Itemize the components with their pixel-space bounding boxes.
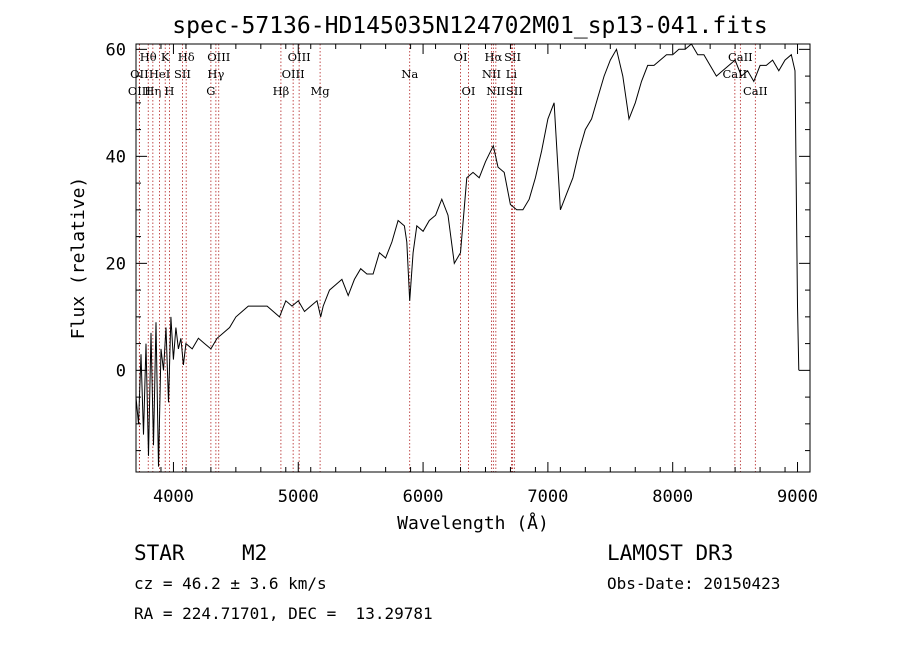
line-label: Hα — [484, 50, 502, 64]
line-label: OIII — [207, 50, 230, 64]
chart-title: spec-57136-HD145035N124702M01_sp13-041.f… — [172, 13, 767, 39]
redshift-cz: cz = 46.2 ± 3.6 km/s — [134, 574, 327, 593]
line-label: CaII — [728, 50, 753, 64]
line-label: G — [206, 84, 215, 98]
line-label: OIII — [128, 84, 151, 98]
survey-name: LAMOST DR3 — [607, 541, 734, 565]
line-label: SII — [174, 67, 191, 81]
line-label: NII — [482, 67, 501, 81]
x-tick-label: 8000 — [652, 487, 693, 507]
y-tick-label: 40 — [106, 147, 126, 167]
x-tick-label: 7000 — [527, 487, 568, 507]
line-label: Mg — [311, 84, 331, 98]
x-tick-label: 4000 — [153, 487, 194, 507]
line-label: OIII — [288, 50, 311, 64]
emission-line-markers: HθOIIOIIIHηKHeIHSIIHδGHγOIIIHβOIIIOIIIMg… — [128, 44, 768, 472]
y-tick-label: 0 — [116, 361, 126, 381]
object-subclass: M2 — [242, 541, 268, 565]
object-class: STAR — [134, 541, 185, 565]
y-axis-label: Flux (relative) — [68, 177, 89, 340]
line-label: Li — [506, 67, 518, 81]
observation-date: Obs-Date: 20150423 — [607, 574, 781, 593]
line-label: OI — [462, 84, 476, 98]
line-label: Hθ — [140, 50, 157, 64]
line-label: Na — [401, 67, 418, 81]
x-tick-label: 5000 — [278, 487, 319, 507]
y-tick-label: 60 — [106, 40, 126, 60]
spectrum-line — [135, 43, 800, 467]
line-label: NII — [486, 84, 505, 98]
line-label: Hγ — [207, 67, 224, 81]
line-label: SII — [506, 84, 523, 98]
line-label: OI — [454, 50, 468, 64]
line-label: OII — [130, 67, 149, 81]
x-tick-label: 9000 — [777, 487, 818, 507]
y-tick-label: 20 — [106, 254, 126, 274]
line-label: Hδ — [178, 50, 195, 64]
line-label: CaII — [743, 84, 768, 98]
x-tick-label: 6000 — [403, 487, 444, 507]
line-label: K — [161, 50, 170, 64]
coordinates: RA = 224.71701, DEC = 13.29781 — [134, 604, 433, 623]
line-label: H — [164, 84, 174, 98]
line-label: Hη — [144, 84, 161, 98]
x-axis-label: Wavelength (Å) — [397, 512, 549, 534]
line-label: OIII — [282, 67, 305, 81]
line-label: Hβ — [273, 84, 290, 98]
line-label: HeI — [149, 67, 170, 81]
line-label: SII — [504, 50, 521, 64]
line-label: CaII — [722, 67, 747, 81]
axis-ticks: 4000 5000 6000 7000 8000 9000 0 20 40 60 — [106, 40, 818, 507]
plot-frame — [135, 43, 811, 473]
